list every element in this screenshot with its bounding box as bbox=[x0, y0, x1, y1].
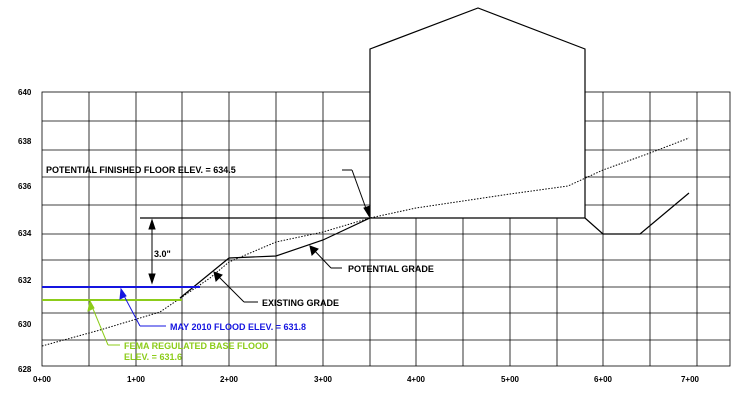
finished-floor-label: POTENTIAL FINISHED FLOOR ELEV. = 634.5 bbox=[46, 165, 236, 175]
building-outline bbox=[369, 7, 586, 218]
y-tick-label: 638 bbox=[18, 137, 32, 146]
potential-grade-label: POTENTIAL GRADE bbox=[348, 264, 434, 274]
y-tick-label: 640 bbox=[18, 88, 32, 97]
x-tick-label: 0+00 bbox=[33, 375, 52, 384]
x-tick-label: 4+00 bbox=[407, 375, 426, 384]
grid bbox=[41, 91, 731, 367]
x-axis: 0+00 1+00 2+00 3+00 4+00 5+00 6+00 7+00 bbox=[33, 375, 700, 384]
x-tick-label: 7+00 bbox=[681, 375, 700, 384]
existing-grade-line bbox=[41, 137, 690, 347]
y-tick-label: 628 bbox=[18, 365, 32, 374]
existing-grade-leader bbox=[213, 271, 258, 303]
y-tick-label: 630 bbox=[18, 320, 32, 329]
x-tick-label: 1+00 bbox=[127, 375, 146, 384]
x-tick-label: 3+00 bbox=[314, 375, 333, 384]
x-tick-label: 2+00 bbox=[220, 375, 239, 384]
x-tick-label: 6+00 bbox=[594, 375, 613, 384]
y-tick-label: 636 bbox=[18, 182, 32, 191]
fema-flood-label-line2: ELEV. = 631.6 bbox=[124, 352, 182, 362]
finished-floor-leader bbox=[342, 169, 371, 218]
dimension-label: 3.0" bbox=[154, 249, 171, 259]
may-flood-leader bbox=[119, 287, 166, 327]
y-tick-label: 634 bbox=[18, 229, 32, 238]
fema-flood-leader bbox=[87, 299, 120, 346]
fema-flood-label-line1: FEMA REGULATED BASE FLOOD bbox=[124, 341, 269, 351]
potential-grade-leader bbox=[309, 245, 342, 269]
existing-grade-label: EXISTING GRADE bbox=[262, 298, 339, 308]
dimension-arrow bbox=[148, 218, 156, 285]
x-tick-label: 5+00 bbox=[501, 375, 520, 384]
y-tick-label: 632 bbox=[18, 276, 32, 285]
y-axis: 640 638 636 634 632 630 628 bbox=[18, 88, 32, 374]
may-flood-label: MAY 2010 FLOOD ELEV. = 631.8 bbox=[170, 322, 306, 332]
